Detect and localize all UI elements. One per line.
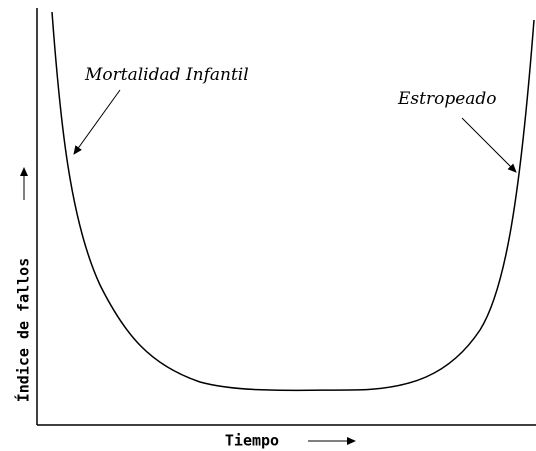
annotation: Estropeado xyxy=(397,89,497,109)
annotation-arrow xyxy=(461,117,517,173)
y-axis-label: Índice de fallos xyxy=(14,258,33,403)
annotation: Mortalidad Infantil xyxy=(84,65,249,85)
annotation-arrow xyxy=(73,89,121,155)
failure-curve xyxy=(51,11,535,392)
x-axis-label: Tiempo xyxy=(225,432,279,450)
